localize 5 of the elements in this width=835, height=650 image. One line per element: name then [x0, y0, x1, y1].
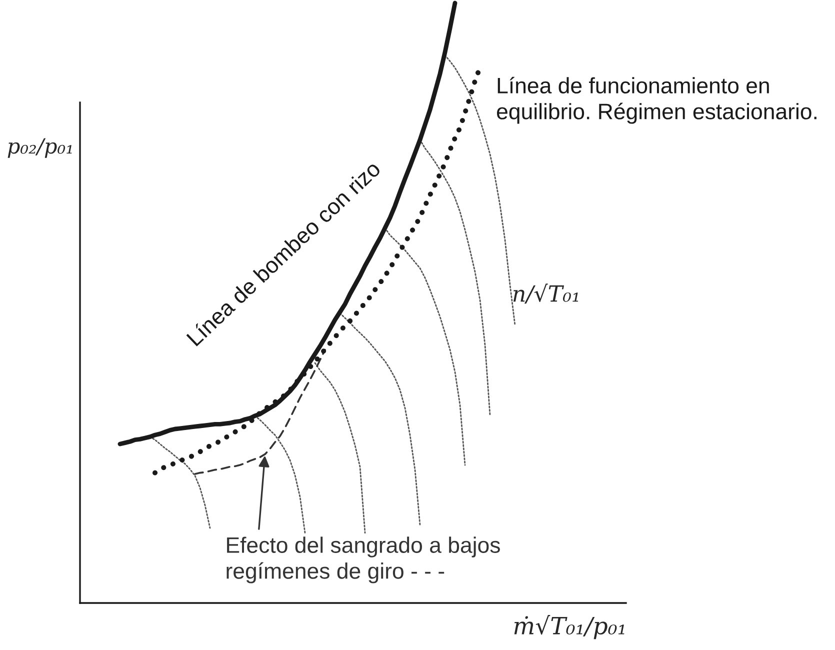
- series-label: Línea de funcionamiento en equilibrio. Régimen estacionario.: [496, 76, 816, 124]
- annotation: n/√T₀₁: [513, 284, 578, 304]
- x-axis-title: ṁ√T₀₁/p₀₁: [514, 615, 624, 640]
- text: Efecto del sangrado a bajos regímenes de giro - - -: [226, 536, 500, 584]
- y-axis-title: p₀₂/p₀₁: [8, 138, 72, 158]
